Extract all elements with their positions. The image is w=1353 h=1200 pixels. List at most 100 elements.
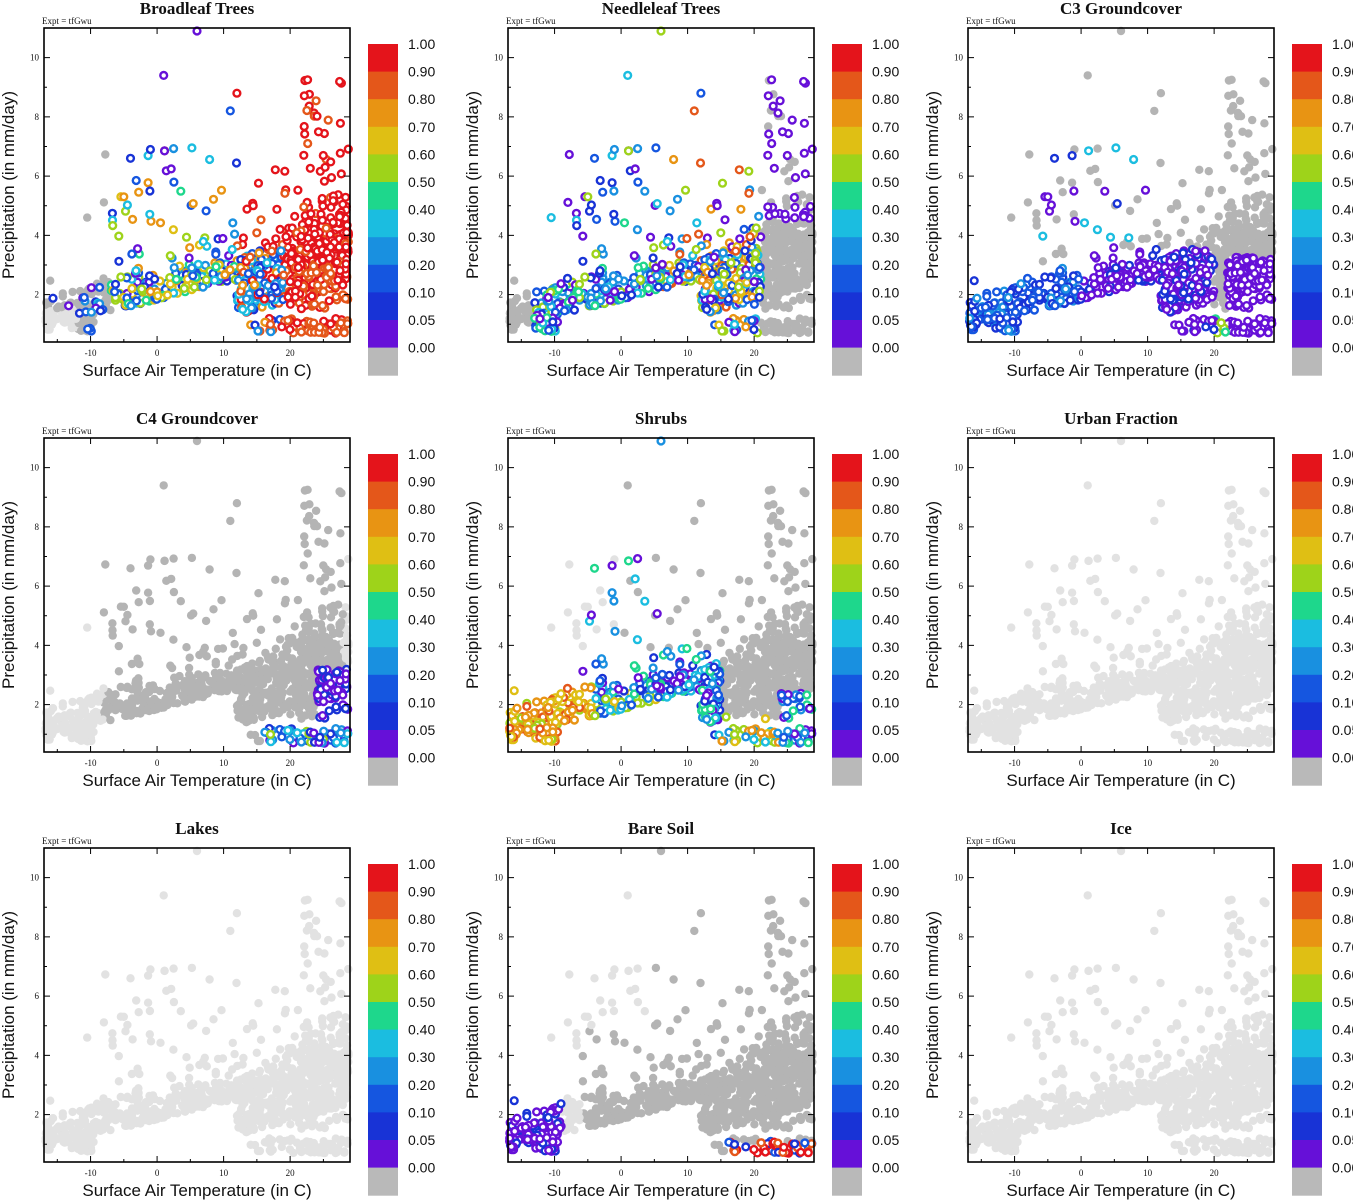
data-point [319, 176, 330, 186]
data-point [262, 258, 272, 268]
data-point [1203, 270, 1213, 280]
data-point [280, 599, 290, 608]
data-point [1199, 225, 1209, 234]
data-point [145, 186, 155, 196]
data-point [242, 704, 251, 714]
data-point [202, 685, 211, 694]
data-point [1223, 279, 1233, 289]
x-axis-label: Surface Air Temperature (in C) [82, 771, 311, 790]
colorbar-label: 0.40 [408, 612, 435, 628]
data-point [252, 638, 261, 647]
data-point [751, 223, 761, 233]
data-point [188, 271, 198, 281]
data-point [318, 626, 327, 635]
data-point [176, 186, 186, 196]
data-point [146, 627, 156, 636]
colorbar-swatch [1292, 126, 1322, 155]
data-point [324, 525, 333, 535]
data-point [720, 625, 730, 634]
data-point [692, 628, 701, 638]
data-point [210, 275, 220, 285]
data-point [232, 568, 241, 578]
data-point [1235, 96, 1245, 106]
data-point [167, 574, 176, 584]
data-point [1108, 253, 1118, 263]
data-point [648, 253, 658, 263]
data-point [1124, 233, 1134, 243]
data-point [675, 262, 685, 272]
data-point [198, 236, 208, 247]
data-point [1051, 283, 1061, 294]
colorbar-swatch [368, 481, 398, 510]
data-point [256, 625, 266, 634]
data-point [740, 246, 750, 256]
data-point [522, 292, 531, 301]
data-point [306, 209, 316, 219]
data-point [701, 280, 712, 290]
data-point [780, 209, 790, 219]
data-point [1034, 279, 1045, 289]
data-point [749, 299, 760, 309]
expt-label: Expt = tfGwu [966, 16, 1016, 26]
data-point [1176, 228, 1186, 237]
data-point [547, 623, 556, 632]
data-point [804, 328, 813, 337]
data-point [220, 270, 230, 280]
data-point [159, 70, 169, 81]
data-point [286, 249, 297, 259]
data-point [1027, 295, 1038, 305]
data-point [278, 278, 288, 288]
colorbar-label: 0.00 [1332, 340, 1353, 356]
colorbar: 1.000.900.800.700.600.500.400.300.200.10… [368, 446, 435, 786]
colorbar-label: 0.05 [1332, 312, 1353, 328]
data-point [735, 644, 744, 653]
data-point [1180, 215, 1190, 224]
data-point [159, 146, 170, 156]
data-point [307, 291, 317, 301]
data-point [335, 266, 345, 276]
data-point [336, 559, 345, 568]
data-point [169, 144, 179, 154]
data-point [750, 710, 759, 719]
data-point [736, 204, 746, 214]
data-point [1230, 209, 1240, 218]
data-point [218, 233, 228, 244]
data-point [303, 233, 313, 243]
data-point [114, 667, 124, 676]
data-point [210, 686, 219, 695]
data-point [689, 106, 699, 116]
data-point [92, 689, 102, 698]
data-point [293, 254, 303, 265]
data-point [211, 249, 221, 259]
data-point [1073, 274, 1084, 284]
data-point [1209, 324, 1219, 335]
data-point [1216, 318, 1226, 328]
data-point [238, 691, 247, 700]
colorbar-swatch [368, 209, 398, 238]
data-point [1038, 257, 1048, 266]
data-point [1046, 200, 1057, 210]
data-point [228, 628, 237, 638]
data-point [692, 218, 702, 228]
data-point [652, 199, 662, 209]
data-point [1260, 119, 1269, 128]
data-point [610, 216, 620, 226]
data-point [1093, 144, 1102, 153]
data-point [271, 644, 280, 653]
colorbar-label: 0.50 [1332, 174, 1353, 190]
data-point [169, 177, 179, 187]
data-point [774, 299, 783, 309]
colorbar-label: 0.20 [1332, 257, 1353, 273]
x-tick-label: 10 [1143, 348, 1153, 358]
colorbar-label: 0.30 [1332, 229, 1353, 245]
expt-label: Expt = tfGwu [42, 16, 92, 26]
data-point [254, 248, 264, 258]
colorbar-swatch [832, 292, 862, 321]
colorbar-label: 0.10 [872, 284, 899, 300]
data-point [156, 628, 165, 637]
data-point [303, 653, 312, 663]
data-point [716, 638, 725, 647]
y-tick-label: 2 [35, 290, 40, 300]
colorbar-swatch [1292, 182, 1322, 211]
